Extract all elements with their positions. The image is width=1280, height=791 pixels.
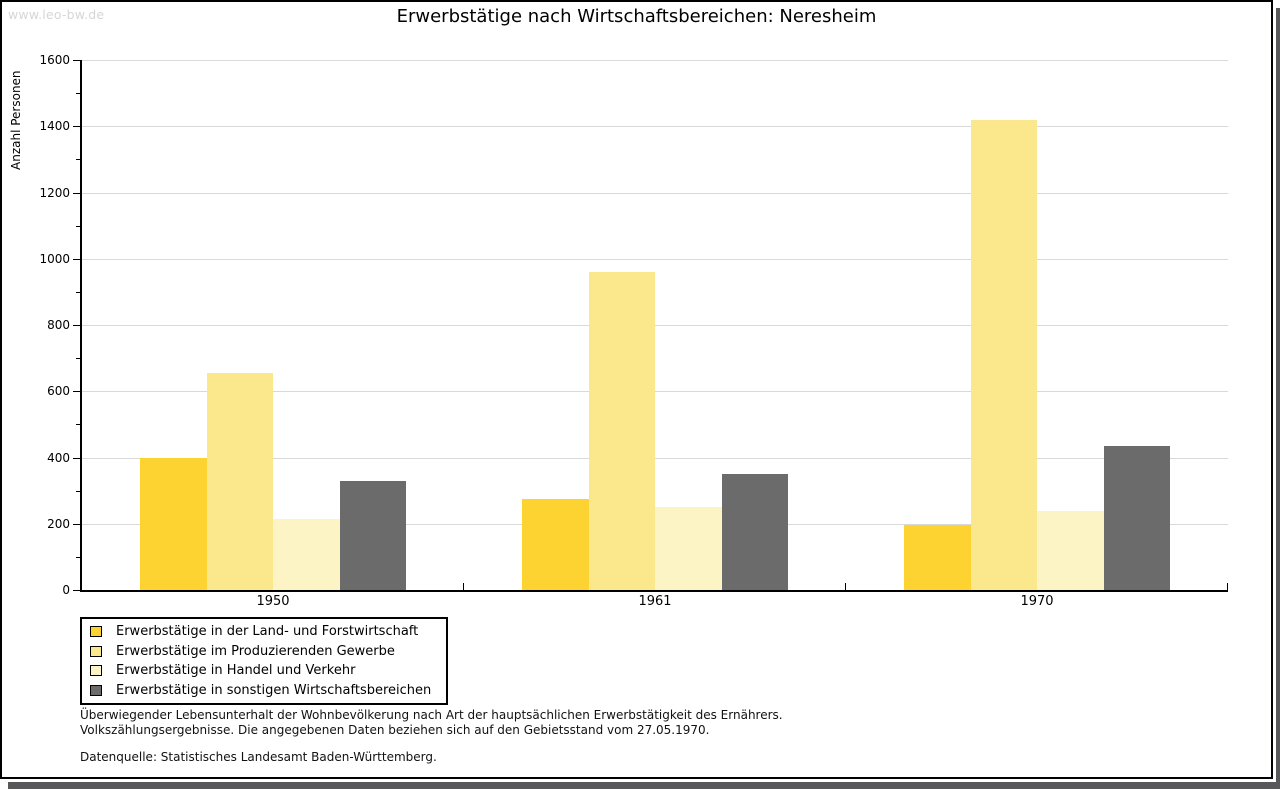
y-axis-line: [80, 60, 82, 592]
legend-swatch: [90, 665, 102, 677]
legend-item-4: Erwerbstätige in sonstigen Wirtschaftsbe…: [88, 681, 438, 701]
y-tick-label: 0: [62, 583, 70, 597]
y-minor-tick: [76, 225, 80, 227]
y-tick-label: 1400: [39, 119, 70, 134]
y-major-tick: [73, 325, 80, 326]
footnote-line-2: Volkszählungsergebnisse. Die angegebenen…: [80, 722, 710, 737]
y-gridline: [82, 258, 1228, 260]
bar-1950-series-2: [206, 373, 273, 590]
legend-label: Erwerbstätige in der Land- und Forstwirt…: [116, 624, 419, 640]
y-minor-tick: [76, 358, 80, 360]
bar-1961-series-2: [588, 272, 655, 590]
bar-1950-series-1: [140, 457, 207, 590]
legend: Erwerbstätige in der Land- und Forstwirt…: [80, 617, 448, 705]
y-major-tick: [73, 258, 80, 260]
y-major-tick: [73, 523, 80, 525]
footnote-block: Überwiegender Lebensunterhalt der Wohnbe…: [80, 708, 783, 765]
y-gridline: [82, 126, 1228, 128]
chart-card: www.leo-bw.de Erwerbstätige nach Wirtsch…: [0, 0, 1273, 779]
legend-item-1: Erwerbstätige in der Land- und Forstwirt…: [88, 622, 438, 642]
plot-area: 0 200 400 600 800 1000 1200 1400 1600 1950 1961 197…: [39, 53, 1228, 609]
y-axis-title: Anzahl Personen: [9, 70, 23, 170]
x-category-label: 1961: [638, 594, 672, 609]
footnote-line-1: Überwiegender Lebensunterhalt der Wohnbe…: [80, 708, 783, 722]
x-axis-line: [80, 590, 1228, 592]
x-axis-group-tick: [845, 583, 846, 590]
legend-swatch: [90, 626, 102, 638]
legend-label: Erwerbstätige im Produzierenden Gewerbe: [116, 643, 395, 659]
y-minor-tick: [76, 424, 80, 426]
y-major-tick: [73, 457, 80, 459]
bar-1970-series-1: [904, 525, 971, 590]
chart-title: Erwerbstätige nach Wirtschaftsbereichen:…: [396, 6, 877, 27]
y-tick-label: 200: [47, 516, 70, 531]
data-source-note: Datenquelle: Statistisches Landesamt Bad…: [80, 750, 437, 764]
card-shadow-bottom: [8, 782, 1280, 789]
x-category-label: 1970: [1020, 594, 1054, 609]
legend-item-3: Erwerbstätige in Handel und Verkehr: [88, 661, 438, 681]
y-tick-label: 600: [47, 384, 70, 399]
x-axis-group-tick: [1227, 583, 1228, 590]
x-category-label: 1950: [256, 594, 290, 609]
y-minor-tick: [76, 556, 80, 558]
y-gridline: [82, 60, 1228, 61]
y-gridline: [82, 192, 1228, 194]
y-minor-tick: [76, 93, 80, 95]
legend-item-2: Erwerbstätige im Produzierenden Gewerbe: [88, 642, 438, 662]
bar-1950-series-3: [273, 518, 340, 590]
legend-swatch: [90, 684, 102, 696]
legend-label: Erwerbstätige in sonstigen Wirtschaftsbe…: [116, 682, 432, 698]
bar-1961-series-1: [522, 498, 589, 590]
y-tick-label: 800: [47, 318, 70, 332]
y-minor-tick: [76, 291, 80, 293]
y-tick-label: 400: [47, 450, 70, 465]
y-gridline: [82, 325, 1228, 326]
bar-1970-series-3: [1037, 510, 1104, 590]
bar-1970-series-4: [1103, 445, 1170, 590]
y-major-tick: [73, 60, 80, 61]
y-tick-label: 1000: [39, 251, 70, 266]
y-major-tick: [73, 590, 80, 591]
card-shadow-right: [1276, 8, 1280, 789]
y-major-tick: [73, 126, 80, 128]
legend-label: Erwerbstätige in Handel und Verkehr: [116, 663, 356, 679]
watermark: www.leo-bw.de: [8, 7, 105, 22]
bar-1961-series-4: [721, 474, 788, 590]
y-minor-tick: [76, 490, 80, 492]
y-gridline: [82, 457, 1228, 459]
y-tick-label: 1600: [39, 53, 70, 67]
y-tick-label: 1200: [39, 185, 70, 200]
y-gridline: [82, 391, 1228, 393]
y-minor-tick: [76, 159, 80, 161]
bar-1961-series-3: [655, 507, 722, 590]
y-major-tick: [73, 391, 80, 393]
legend-items: Erwerbstätige in der Land- und Forstwirt…: [88, 622, 438, 700]
y-major-tick: [73, 192, 80, 194]
x-axis-group-tick: [463, 583, 464, 590]
legend-swatch: [90, 645, 102, 657]
bar-1970-series-2: [970, 120, 1037, 590]
bar-1950-series-4: [339, 480, 406, 590]
